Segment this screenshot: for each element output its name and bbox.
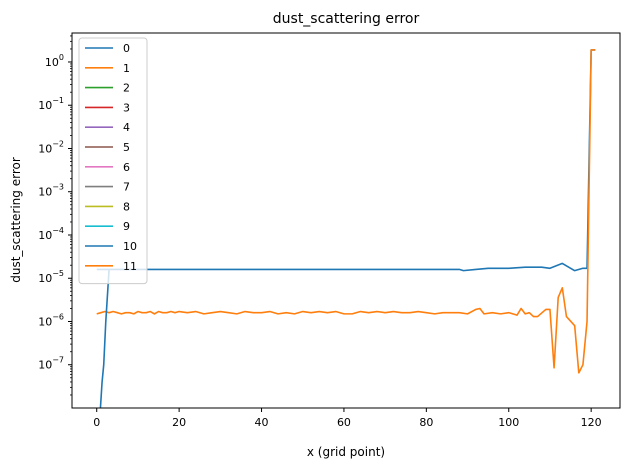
series-layer	[96, 49, 596, 408]
legend-label: 6	[123, 161, 130, 174]
y-axis: 10−7 10−6 10−5 10−4 10−3 10−2 10−1 100	[38, 35, 72, 396]
legend-label: 7	[123, 181, 130, 194]
legend-label: 9	[123, 220, 130, 233]
x-tick-label: 60	[337, 416, 351, 429]
series-line-10-12	[99, 269, 110, 408]
plot-frame	[71, 32, 621, 409]
y-tick-label: 10−2	[38, 139, 64, 155]
legend-label: 2	[123, 82, 130, 95]
legend-label: 0	[123, 42, 130, 55]
legend-box	[78, 37, 148, 285]
legend-label: 10	[123, 240, 137, 253]
y-tick-label: 10−7	[38, 356, 64, 372]
x-tick-label: 100	[498, 416, 519, 429]
y-tick-label: 10−3	[38, 183, 64, 199]
y-axis-label: dust_scattering error	[9, 157, 23, 283]
x-tick-label: 120	[581, 416, 602, 429]
x-tick-label: 20	[172, 416, 186, 429]
series-line-10-10	[96, 49, 596, 272]
legend-label: 5	[123, 141, 130, 154]
legend-label: 4	[123, 121, 130, 134]
y-tick-label: 10−4	[38, 226, 64, 242]
y-tick-label: 10−6	[38, 312, 64, 328]
y-tick-label: 10−1	[38, 96, 64, 112]
y-tick-label: 10−5	[38, 269, 64, 285]
x-tick-label: 80	[419, 416, 433, 429]
y-tick-label: 100	[45, 53, 64, 69]
series-line-11-11	[96, 49, 596, 374]
legend-label: 11	[123, 260, 137, 273]
legend-label: 8	[123, 200, 130, 213]
legend: 0 1 2 3 4 5 6 7 8 9 10 11	[78, 37, 148, 285]
x-axis: 0 20 40 60 80 100 120	[93, 408, 602, 429]
x-tick-label: 40	[255, 416, 269, 429]
legend-label: 3	[123, 101, 130, 114]
x-tick-label: 0	[93, 416, 100, 429]
x-axis-label: x (grid point)	[307, 445, 385, 459]
chart-title: dust_scattering error	[273, 11, 420, 27]
legend-label: 1	[123, 62, 130, 75]
